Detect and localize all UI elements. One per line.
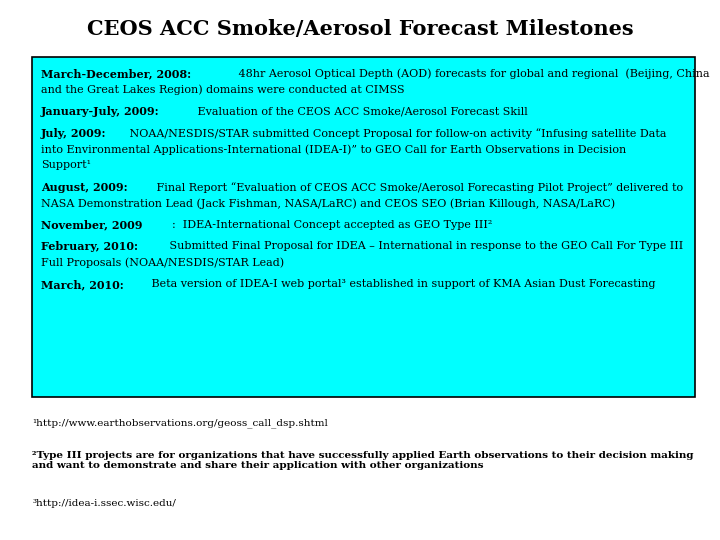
Text: March-December, 2008:: March-December, 2008: <box>41 69 192 79</box>
Text: Support¹: Support¹ <box>41 160 91 171</box>
Text: November, 2009: November, 2009 <box>41 220 143 231</box>
Text: March, 2010:: March, 2010: <box>41 279 124 290</box>
Text: August, 2009:: August, 2009: <box>41 182 127 193</box>
Text: February, 2010:: February, 2010: <box>41 241 138 252</box>
Text: NOAA/NESDIS/STAR submitted Concept Proposal for follow-on activity “Infusing sat: NOAA/NESDIS/STAR submitted Concept Propo… <box>125 128 666 139</box>
Text: :  IDEA-International Concept accepted as GEO Type III²: : IDEA-International Concept accepted as… <box>172 220 492 230</box>
Text: CEOS ACC Smoke/Aerosol Forecast Milestones: CEOS ACC Smoke/Aerosol Forecast Mileston… <box>86 19 634 39</box>
Text: ³http://idea-i.ssec.wisc.edu/: ³http://idea-i.ssec.wisc.edu/ <box>32 500 176 509</box>
Text: ²Type III projects are for organizations that have successfully applied Earth ob: ²Type III projects are for organizations… <box>32 451 694 470</box>
Text: January-July, 2009:: January-July, 2009: <box>41 106 160 117</box>
Text: Beta version of IDEA-I web portal³ established in support of KMA Asian Dust Fore: Beta version of IDEA-I web portal³ estab… <box>148 279 655 289</box>
Text: and the Great Lakes Region) domains were conducted at CIMSS: and the Great Lakes Region) domains were… <box>41 85 405 96</box>
Text: 48hr Aerosol Optical Depth (AOD) forecasts for global and regional  (Beijing, Ch: 48hr Aerosol Optical Depth (AOD) forecas… <box>235 69 709 79</box>
Text: ¹http://www.earthobservations.org/geoss_call_dsp.shtml: ¹http://www.earthobservations.org/geoss_… <box>32 418 328 428</box>
Text: into Environmental Applications-International (IDEA-I)” to GEO Call for Earth Ob: into Environmental Applications-Internat… <box>41 144 626 155</box>
Text: Evaluation of the CEOS ACC Smoke/Aerosol Forecast Skill: Evaluation of the CEOS ACC Smoke/Aerosol… <box>194 106 528 117</box>
Bar <box>32 57 695 397</box>
Text: Final Report “Evaluation of CEOS ACC Smoke/Aerosol Forecasting Pilot Project” de: Final Report “Evaluation of CEOS ACC Smo… <box>153 182 683 193</box>
Text: NASA Demonstration Lead (Jack Fishman, NASA/LaRC) and CEOS SEO (Brian Killough, : NASA Demonstration Lead (Jack Fishman, N… <box>41 198 615 209</box>
Text: Full Proposals (NOAA/NESDIS/STAR Lead): Full Proposals (NOAA/NESDIS/STAR Lead) <box>41 258 284 268</box>
Text: Submitted Final Proposal for IDEA – International in response to the GEO Call Fo: Submitted Final Proposal for IDEA – Inte… <box>166 241 683 252</box>
Text: July, 2009:: July, 2009: <box>41 128 107 139</box>
